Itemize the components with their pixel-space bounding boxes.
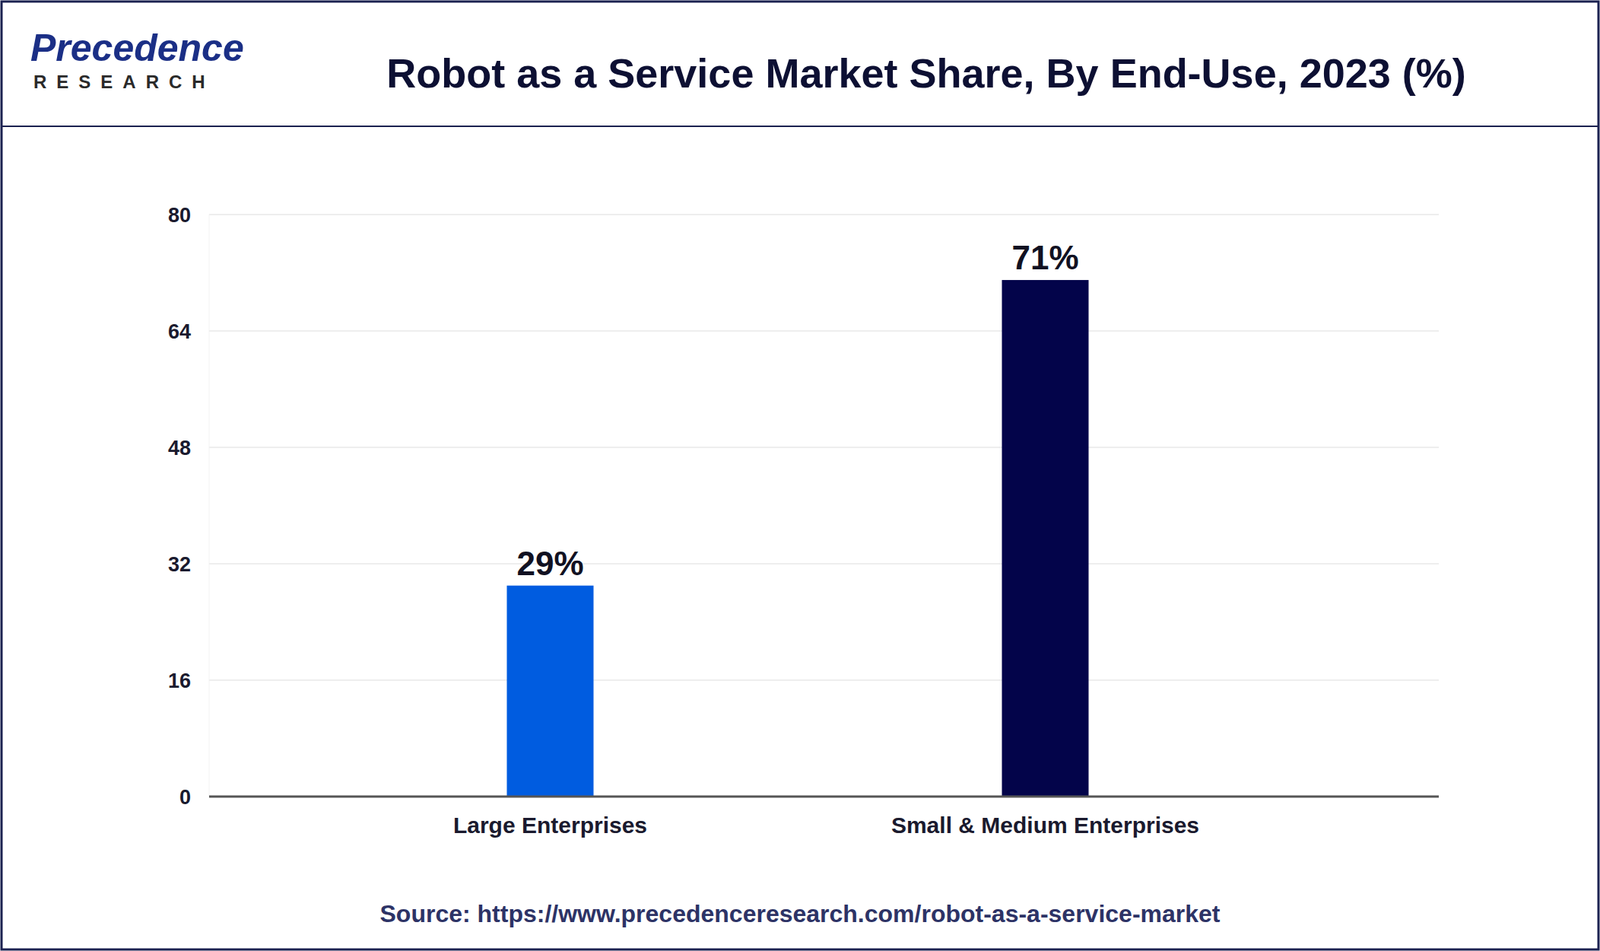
grid-line bbox=[209, 562, 1439, 565]
y-tick-label: 48 bbox=[168, 436, 191, 460]
grid-line bbox=[209, 446, 1439, 448]
y-tick-label: 0 bbox=[179, 785, 191, 809]
x-axis-line bbox=[209, 795, 1439, 798]
x-tick-label: Small & Medium Enterprises bbox=[891, 812, 1200, 838]
bar bbox=[1002, 279, 1089, 797]
y-tick-label: 32 bbox=[168, 552, 191, 576]
source-note: Source: https://www.precedenceresearch.c… bbox=[380, 899, 1221, 927]
chart-root: PrecedenceRESEARCH Robot as a Service Mar… bbox=[0, 0, 1600, 951]
data-label: 29% bbox=[516, 544, 584, 582]
background bbox=[0, 0, 1600, 951]
data-label: 71% bbox=[1011, 238, 1079, 277]
chart-title: Robot as a Service Market Share, By End-… bbox=[386, 50, 1467, 96]
y-tick-label: 16 bbox=[168, 669, 191, 693]
grid-line bbox=[209, 795, 1439, 797]
grid-line bbox=[209, 213, 1439, 216]
chart-svg: PrecedenceRESEARCH Robot as a Service Mar… bbox=[0, 0, 1600, 951]
y-tick-label: 80 bbox=[168, 203, 191, 227]
y-axis-line bbox=[209, 214, 210, 797]
outer-border bbox=[1, 1, 1599, 950]
logo-name: Precedence bbox=[30, 26, 245, 70]
logo-tagline: RESEARCH bbox=[33, 71, 216, 93]
logo: PrecedenceRESEARCH bbox=[30, 26, 245, 93]
header-divider bbox=[1, 125, 1599, 127]
grid-line bbox=[209, 679, 1439, 681]
x-tick-label: Large Enterprises bbox=[453, 812, 648, 838]
bar bbox=[507, 585, 594, 797]
bars bbox=[507, 279, 1089, 797]
y-tick-label: 64 bbox=[168, 320, 191, 343]
grid-line bbox=[209, 330, 1439, 332]
